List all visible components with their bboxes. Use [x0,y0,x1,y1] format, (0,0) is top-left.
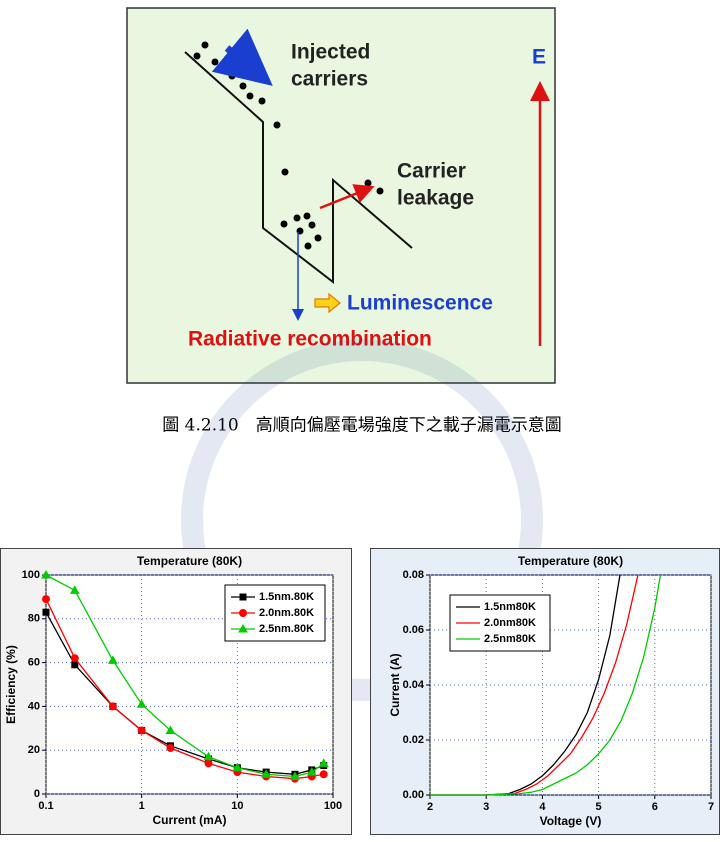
marker [239,609,247,617]
chart: 0.1 1 10 100 0 20 40 60 80 100 Temperature (80K) Cu… [0,548,352,835]
y-tick-label: 0.02 [403,734,424,746]
y-tick-label: 100 [22,569,40,581]
y-tick-label: 0 [34,788,40,800]
chart: 2 3 4 5 6 7 0.00 0.02 0.04 0.06 0.08 Temperature (8… [370,548,720,835]
y-tick-label: 0.08 [403,569,424,581]
marker [166,744,175,753]
x-tick-label: 0.1 [38,800,53,812]
marker [306,767,317,776]
marker [136,699,147,708]
x-tick-label: 6 [652,801,658,813]
marker [71,661,79,669]
label: E [532,46,546,69]
marker [108,655,118,664]
marker [261,769,271,778]
y-axis-label: Current (A) [388,653,402,716]
watermark [181,339,543,701]
x-tick-label: 1 [139,800,145,812]
x-tick-label: 10 [231,800,243,812]
x-tick-label: 7 [708,801,714,813]
marker [137,726,146,735]
legend-label: 2.5nm80K [484,633,536,645]
x-tick-label: 3 [483,801,489,813]
x-axis-label: Voltage (V) [540,814,602,828]
legend-label: 2.5nm.80K [259,623,314,635]
x-tick-label: 5 [596,801,602,813]
marker [42,608,50,616]
label: carriers [291,68,368,91]
legend-label: 2.0nm80K [484,617,536,629]
marker [238,623,248,633]
marker [108,702,117,711]
y-axis-label: Efficiency (%) [4,645,18,724]
label: leakage [397,187,474,210]
marker [41,569,51,579]
y-tick-label: 0.06 [403,624,424,636]
y-tick-label: 20 [28,744,40,756]
marker [232,762,243,772]
marker [319,770,328,779]
marker [239,593,247,601]
label: Injected [291,41,370,64]
x-tick-label: 2 [427,801,433,813]
y-tick-label: 0.04 [403,679,425,691]
luminescence-arrow [314,292,341,314]
series-line [430,574,639,796]
caption: 圖 4.2.10 高順向偏壓電場強度下之載子漏電示意圖 [162,416,561,436]
y-tick-label: 60 [28,657,40,669]
legend-label: 1.5nm.80K [259,591,314,603]
x-tick-label: 100 [324,800,342,812]
y-tick-label: 0.00 [403,789,424,801]
legend-label: 1.5nm80K [484,601,536,613]
label: Carrier [397,160,466,183]
injection-arrow [211,28,273,86]
y-tick-label: 40 [28,700,40,712]
marker [203,751,214,761]
marker [318,758,329,767]
marker [165,725,176,734]
diagram: Injected carriers E Carrier leakage Lumi… [126,7,556,384]
diagram-box [126,7,556,384]
marker [204,759,213,768]
series-line [430,574,662,796]
chart-title: Temperature (80K) [137,554,242,568]
marker [69,585,80,594]
label: Radiative recombination [188,328,432,351]
x-axis-label: Current (mA) [153,813,227,827]
marker [290,771,300,780]
marker [70,654,79,663]
leakage-arrow [319,184,375,210]
label: Luminescence [347,292,493,315]
legend-label: 2.0nm.80K [259,607,314,619]
x-tick-label: 4 [539,801,546,813]
chart-title: Temperature (80K) [518,554,623,568]
y-tick-label: 80 [28,613,40,625]
marker [42,595,50,604]
